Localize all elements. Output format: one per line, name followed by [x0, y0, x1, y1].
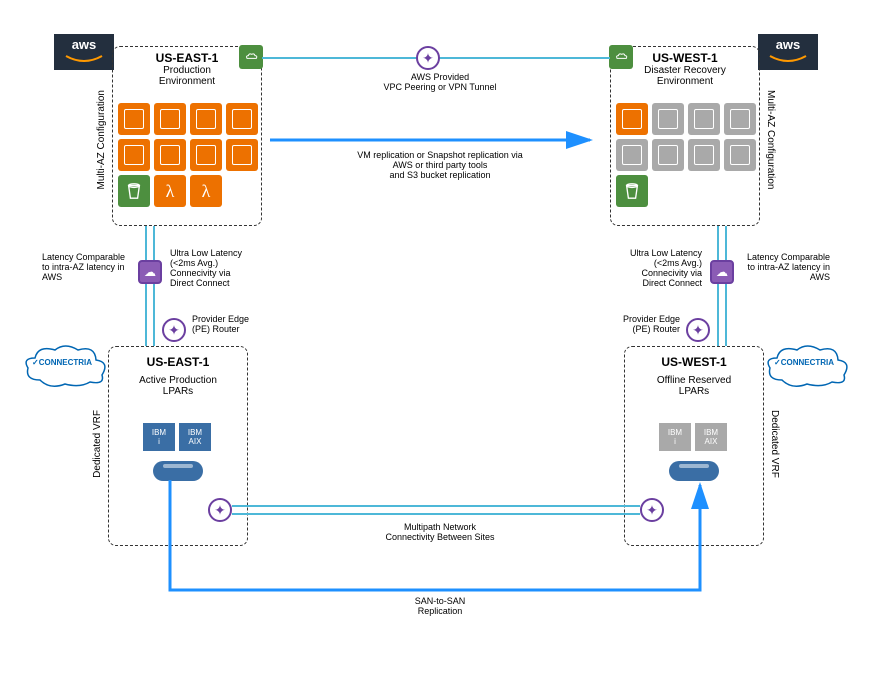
az-label-right: Multi-AZ Configuration [765, 90, 776, 189]
az-label-left: Multi-AZ Configuration [96, 90, 107, 189]
left-latency-2: Ultra Low Latency (<2ms Avg.) Connecivit… [170, 248, 260, 288]
left-latency-1: Latency Comparable to intra-AZ latency i… [42, 252, 132, 282]
connectria-title-right: US-WEST-1 [625, 355, 763, 369]
icon-grid-left: λ λ [118, 103, 258, 207]
ec2-icon-inactive [688, 139, 720, 171]
ibm-aix-box-inactive: IBM AIX [695, 423, 727, 451]
connectria-cloud-right: ✓CONNECTRIA [762, 340, 852, 390]
ec2-icon-inactive [724, 139, 756, 171]
vrf-label-left: Dedicated VRF [92, 410, 103, 478]
aws-logo-left: aws [54, 34, 114, 70]
vpc-icon-left [239, 45, 263, 69]
pe-router-left [162, 318, 186, 342]
multipath-label: Multipath Network Connectivity Between S… [360, 522, 520, 542]
region-sub-right: Disaster Recovery Environment [611, 65, 759, 87]
ec2-icon [226, 103, 258, 135]
ec2-icon [190, 103, 222, 135]
connectria-sub-right: Offline Reserved LPARs [625, 375, 763, 397]
ec2-icon [154, 139, 186, 171]
router-bottom-right [640, 498, 664, 522]
ec2-icon-inactive [724, 103, 756, 135]
connectria-cloud-left: ✓CONNECTRIA [20, 340, 110, 390]
s3-icon [118, 175, 150, 207]
ec2-icon-inactive [652, 103, 684, 135]
db-icon-left [153, 461, 203, 481]
pe-router-right [686, 318, 710, 342]
ec2-icon-inactive [652, 139, 684, 171]
ec2-icon [226, 139, 258, 171]
ec2-icon [118, 103, 150, 135]
router-bottom-left [208, 498, 232, 522]
san-label: SAN-to-SAN Replication [380, 596, 500, 616]
lambda-icon: λ [190, 175, 222, 207]
icon-grid-right [616, 103, 756, 207]
pe-router-left-label: Provider Edge (PE) Router [192, 314, 272, 334]
ec2-icon-inactive [616, 139, 648, 171]
ec2-icon [616, 103, 648, 135]
ibm-i-box: IBM i [143, 423, 175, 451]
lambda-icon: λ [154, 175, 186, 207]
right-latency-2: Latency Comparable to intra-AZ latency i… [740, 252, 830, 282]
connectria-title-left: US-EAST-1 [109, 355, 247, 369]
gateway-icon-right: ☁ [710, 260, 734, 284]
connectria-sub-left: Active Production LPARs [109, 375, 247, 397]
ec2-icon-inactive [688, 103, 720, 135]
vpc-icon-right [609, 45, 633, 69]
ec2-icon [118, 139, 150, 171]
pe-router-right-label: Provider Edge (PE) Router [600, 314, 680, 334]
region-title-right: US-WEST-1 [611, 51, 759, 65]
ibm-i-box-inactive: IBM i [659, 423, 691, 451]
router-icon-top [416, 46, 440, 70]
region-sub-left: Production Environment [113, 65, 261, 87]
aws-logo-right: aws [758, 34, 818, 70]
ec2-icon [154, 103, 186, 135]
ec2-icon [190, 139, 222, 171]
s3-icon [616, 175, 648, 207]
ibm-aix-box: IBM AIX [179, 423, 211, 451]
vrf-label-right: Dedicated VRF [769, 410, 780, 478]
db-icon-right [669, 461, 719, 481]
aws-region-right: US-WEST-1 Disaster Recovery Environment [610, 46, 760, 226]
aws-region-left: US-EAST-1 Production Environment λ λ [112, 46, 262, 226]
gateway-icon-left: ☁ [138, 260, 162, 284]
right-latency-1: Ultra Low Latency (<2ms Avg.) Connecivit… [612, 248, 702, 288]
top-connection-label: AWS Provided VPC Peering or VPN Tunnel [340, 72, 540, 92]
middle-connection-label: VM replication or Snapshot replication v… [320, 150, 560, 180]
